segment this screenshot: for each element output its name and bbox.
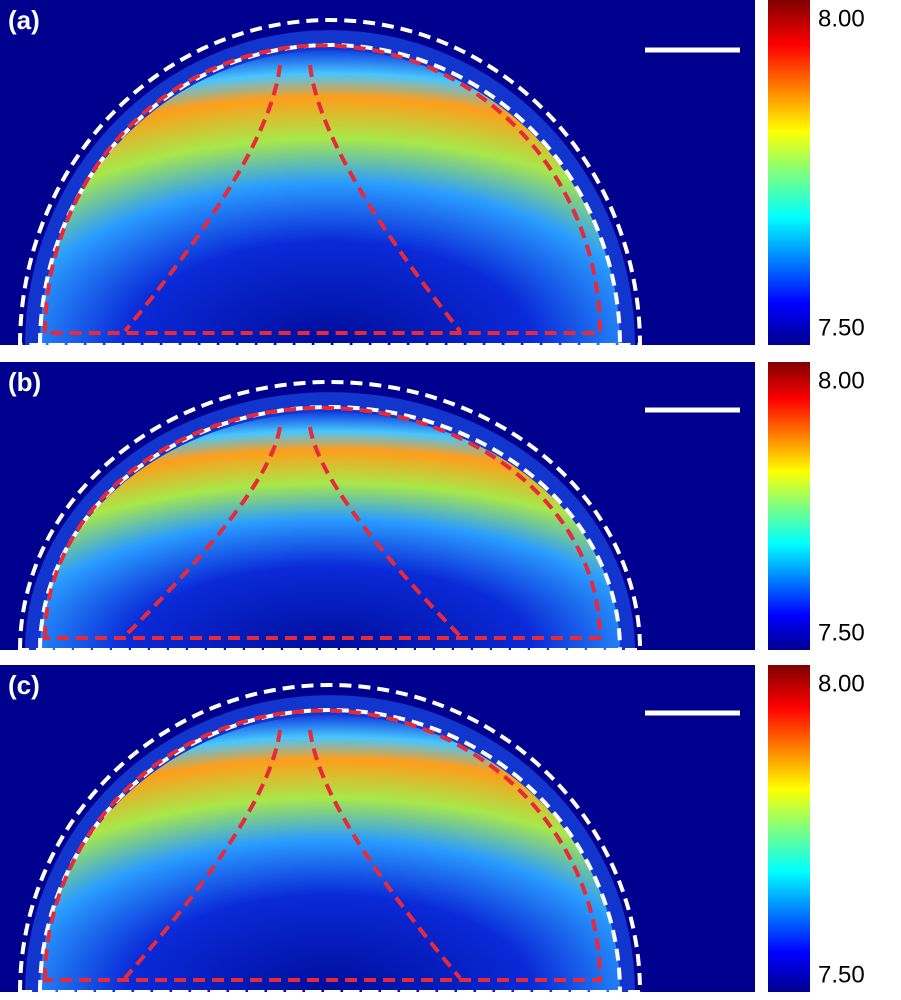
panel-label: (a) <box>8 5 40 35</box>
outer-boundary <box>17 683 643 994</box>
tissue-core <box>40 715 620 992</box>
panel-label: (c) <box>8 670 40 700</box>
colorbar <box>768 0 810 345</box>
red-region-outer <box>42 43 603 335</box>
red-region-left <box>123 729 282 980</box>
red-region-right <box>308 426 462 638</box>
colorbar-max-label: 8.00 <box>818 5 865 32</box>
red-region-left <box>123 64 282 333</box>
colorbar <box>768 362 810 650</box>
red-region-left <box>123 426 282 638</box>
colorbar-min-label: 7.50 <box>818 619 865 646</box>
inner-boundary <box>37 405 623 652</box>
red-region-right <box>308 64 462 333</box>
red-region-outer <box>42 708 603 982</box>
panel-label: (b) <box>8 367 41 397</box>
outer-boundary <box>17 18 643 347</box>
tissue-core <box>40 50 620 345</box>
colorbar-max-label: 8.00 <box>818 367 865 394</box>
colorbar <box>768 665 810 992</box>
colorbar-max-label: 8.00 <box>818 670 865 697</box>
tissue-core <box>40 412 620 650</box>
red-region-right <box>308 729 462 980</box>
red-region-outer <box>42 405 603 640</box>
outer-boundary <box>17 380 643 652</box>
colorbar-min-label: 7.50 <box>818 961 865 988</box>
colorbar-min-label: 7.50 <box>818 314 865 341</box>
